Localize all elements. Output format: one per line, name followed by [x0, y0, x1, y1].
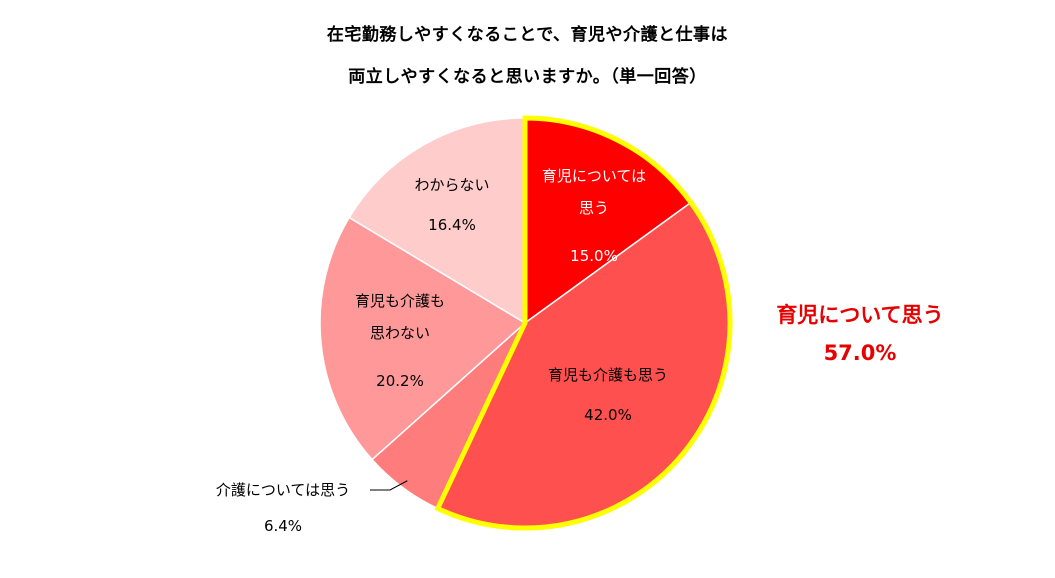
slice-label-unknown-1: 16.4%: [428, 216, 476, 234]
slice-label-neither-1: 思わない: [370, 324, 430, 342]
highlight-outline: [434, 115, 733, 531]
slice-label-neither-0: 育児も介護も: [355, 292, 445, 310]
highlight-callout-value: 57.0%: [823, 341, 897, 365]
slice-label-neither-2: 20.2%: [376, 372, 424, 390]
highlight-callout: 育児について思う 57.0%: [755, 296, 965, 372]
leader-line-kaigo-only: [370, 480, 408, 491]
chart-title-line-2: 両立しやすくなると思いますか。（単一回答）: [348, 67, 707, 87]
slice-label-kaigo-only-0: 介護については思う: [216, 481, 350, 499]
slice-label-ikuji-only-2: 15.0%: [570, 247, 618, 265]
slice-label-ikuji-only-0: 育児については: [542, 167, 646, 185]
slice-label-both-1: 42.0%: [584, 406, 632, 424]
chart-title-line-1: 在宅勤務しやすくなることで、育児や介護と仕事は: [326, 25, 729, 45]
slice-label-both-0: 育児も介護も思う: [548, 366, 668, 384]
slice-label-kaigo-only-value: 6.4%: [264, 517, 302, 535]
pie-slice-neither: [319, 216, 527, 461]
slice-label-unknown-0: わからない: [414, 176, 489, 194]
highlight-callout-label: 育児について思う: [776, 303, 944, 327]
slice-label-ikuji-only-1: 思う: [579, 199, 609, 217]
pie-slice-unknown: [348, 117, 526, 325]
